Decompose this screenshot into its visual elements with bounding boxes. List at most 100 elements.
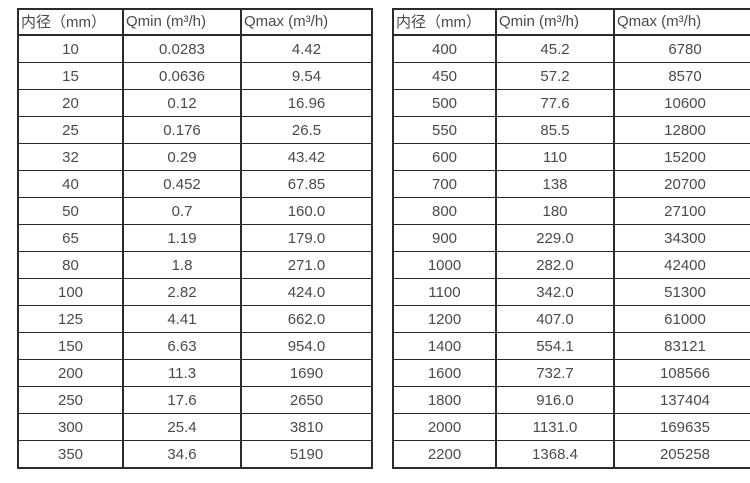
table-row: 800 180 27100 xyxy=(392,197,750,225)
table-cell: 342.0 xyxy=(495,278,615,306)
table-cell: 10 xyxy=(17,34,124,63)
table-cell: 100 xyxy=(17,278,124,306)
table-cell: 300 xyxy=(17,413,124,441)
table-cell: 27100 xyxy=(613,197,750,225)
table-cell: 4.41 xyxy=(122,305,242,333)
table-cell: 0.29 xyxy=(122,143,242,171)
table-cell: 229.0 xyxy=(495,224,615,252)
table-cell: 25 xyxy=(17,116,124,144)
table-cell: 11.3 xyxy=(122,359,242,387)
table-row: 40 0.452 67.85 xyxy=(17,170,373,198)
table-row: 1600 732.7 108566 xyxy=(392,359,750,387)
table-cell: 15 xyxy=(17,62,124,90)
table-cell: 138 xyxy=(495,170,615,198)
table-cell: 5190 xyxy=(240,440,373,469)
table-cell: 0.7 xyxy=(122,197,242,225)
table-cell: 10600 xyxy=(613,89,750,117)
table-row: 550 85.5 12800 xyxy=(392,116,750,144)
table-cell: 43.42 xyxy=(240,143,373,171)
table-cell: 85.5 xyxy=(495,116,615,144)
table-row: 65 1.19 179.0 xyxy=(17,224,373,252)
table-cell: 6780 xyxy=(613,34,750,63)
table-cell: 1131.0 xyxy=(495,413,615,441)
table-row: 350 34.6 5190 xyxy=(17,440,373,469)
table-row: 600 110 15200 xyxy=(392,143,750,171)
table-row: 1200 407.0 61000 xyxy=(392,305,750,333)
table-cell: 12800 xyxy=(613,116,750,144)
table-cell: 51300 xyxy=(613,278,750,306)
table-cell: 0.0636 xyxy=(122,62,242,90)
table-row: 1800 916.0 137404 xyxy=(392,386,750,414)
table-cell: 0.0283 xyxy=(122,34,242,63)
table-cell: 137404 xyxy=(613,386,750,414)
table-row: 250 17.6 2650 xyxy=(17,386,373,414)
table-cell: 17.6 xyxy=(122,386,242,414)
table-cell: 732.7 xyxy=(495,359,615,387)
table-cell: 34.6 xyxy=(122,440,242,469)
table-row: 450 57.2 8570 xyxy=(392,62,750,90)
table-row: 900 229.0 34300 xyxy=(392,224,750,252)
table-cell: 1600 xyxy=(392,359,497,387)
table-cell: 600 xyxy=(392,143,497,171)
table-cell: 50 xyxy=(17,197,124,225)
table-cell: 65 xyxy=(17,224,124,252)
table-cell: 15200 xyxy=(613,143,750,171)
table-cell: 0.452 xyxy=(122,170,242,198)
table-cell: 1690 xyxy=(240,359,373,387)
table-cell: 180 xyxy=(495,197,615,225)
table-cell: 550 xyxy=(392,116,497,144)
table-cell: 400 xyxy=(392,34,497,63)
table-cell: 700 xyxy=(392,170,497,198)
table-cell: 80 xyxy=(17,251,124,279)
table-cell: 554.1 xyxy=(495,332,615,360)
table-row: 150 6.63 954.0 xyxy=(17,332,373,360)
table-cell: 800 xyxy=(392,197,497,225)
table-cell: 1400 xyxy=(392,332,497,360)
table-cell: 16.96 xyxy=(240,89,373,117)
table-cell: 25.4 xyxy=(122,413,242,441)
table-cell: 1000 xyxy=(392,251,497,279)
table-cell: 407.0 xyxy=(495,305,615,333)
table-row: 2200 1368.4 205258 xyxy=(392,440,750,469)
table-cell: 3810 xyxy=(240,413,373,441)
table-cell: 77.6 xyxy=(495,89,615,117)
table-cell: 1100 xyxy=(392,278,497,306)
table-cell: 271.0 xyxy=(240,251,373,279)
table-cell: 20700 xyxy=(613,170,750,198)
table-cell: 0.176 xyxy=(122,116,242,144)
table-cell: 4.42 xyxy=(240,34,373,63)
table-cell: 954.0 xyxy=(240,332,373,360)
table-cell: 424.0 xyxy=(240,278,373,306)
table-cell: 20 xyxy=(17,89,124,117)
flow-table-small-diameters: 内径（mm） Qmin (m³/h) Qmax (m³/h) 10 0.0283 4.4… xyxy=(17,8,373,469)
column-header: 内径（mm） xyxy=(17,8,124,36)
table-cell: 1.8 xyxy=(122,251,242,279)
table-row: 25 0.176 26.5 xyxy=(17,116,373,144)
table-cell: 26.5 xyxy=(240,116,373,144)
table-row: 200 11.3 1690 xyxy=(17,359,373,387)
table-cell: 2000 xyxy=(392,413,497,441)
table-header-row: 内径（mm） Qmin (m³/h) Qmax (m³/h) xyxy=(17,8,373,36)
table-cell: 0.12 xyxy=(122,89,242,117)
table-cell: 40 xyxy=(17,170,124,198)
column-header: Qmax (m³/h) xyxy=(240,8,373,36)
table-cell: 916.0 xyxy=(495,386,615,414)
table-cell: 9.54 xyxy=(240,62,373,90)
table-cell: 250 xyxy=(17,386,124,414)
table-cell: 108566 xyxy=(613,359,750,387)
table-cell: 32 xyxy=(17,143,124,171)
table-cell: 125 xyxy=(17,305,124,333)
column-header: 内径（mm） xyxy=(392,8,497,36)
table-cell: 179.0 xyxy=(240,224,373,252)
table-cell: 42400 xyxy=(613,251,750,279)
table-cell: 45.2 xyxy=(495,34,615,63)
table-row: 10 0.0283 4.42 xyxy=(17,34,373,63)
table-row: 15 0.0636 9.54 xyxy=(17,62,373,90)
table-cell: 282.0 xyxy=(495,251,615,279)
table-cell: 34300 xyxy=(613,224,750,252)
column-header: Qmin (m³/h) xyxy=(495,8,615,36)
table-cell: 1368.4 xyxy=(495,440,615,469)
table-cell: 205258 xyxy=(613,440,750,469)
table-cell: 83121 xyxy=(613,332,750,360)
